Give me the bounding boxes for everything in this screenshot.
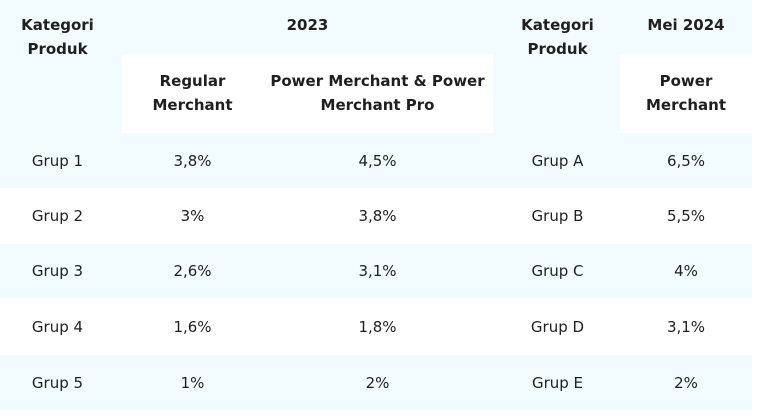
header-power-merchant-2023: Power Merchant & Power Merchant Pro — [270, 72, 485, 114]
header-2023: 2023 — [286, 16, 329, 34]
table-cell-pm2023: 1,8% — [358, 317, 397, 336]
table-cell-pm2024: 6,5% — [666, 151, 706, 170]
table-cell-regular: 3% — [180, 207, 205, 225]
table-cell-pm2023: 3,1% — [358, 262, 397, 280]
table-cell-pm2024: 2% — [674, 373, 698, 392]
table-cell-category-2024: Grup C — [531, 262, 584, 280]
row-band-3 — [0, 244, 752, 298]
table-cell-category-2024: Grup A — [531, 151, 584, 170]
row-band-1 — [0, 133, 752, 188]
table-cell-pm2024: 5,5% — [666, 207, 706, 225]
table-cell-pm2023: 3,8% — [358, 207, 397, 225]
table-cell-pm2024: 3,1% — [666, 317, 706, 336]
header-mei-2024: Mei 2024 — [647, 16, 725, 34]
subheader-bg-2024 — [620, 54, 752, 133]
subheader-bg-2023 — [122, 54, 493, 133]
header-regular-merchant: Regular Merchant — [152, 72, 233, 114]
table-cell-pm2024: 4% — [674, 262, 698, 280]
table-cell-category: Grup 2 — [31, 207, 84, 225]
table-cell-regular: 1% — [180, 373, 205, 392]
header-kategori-produk-2024: Kategori Produk — [521, 16, 594, 58]
table-cell-category: Grup 4 — [31, 317, 84, 336]
table-cell-category: Grup 3 — [31, 262, 84, 280]
row-band-5 — [0, 355, 752, 410]
table-cell-category: Grup 5 — [31, 373, 84, 392]
header-kategori-produk: Kategori Produk — [21, 16, 94, 58]
table-cell-regular: 2,6% — [173, 262, 212, 280]
header-power-merchant-2024: Power Merchant — [645, 72, 727, 114]
table-cell-category: Grup 1 — [31, 151, 84, 170]
table-cell-pm2023: 4,5% — [358, 151, 397, 170]
table-cell-category-2024: Grup B — [531, 207, 584, 225]
table-cell-regular: 1,6% — [173, 317, 212, 336]
table-cell-category-2024: Grup E — [531, 373, 584, 392]
table-cell-pm2023: 2% — [365, 373, 390, 392]
table-cell-regular: 3,8% — [173, 151, 212, 170]
table-cell-category-2024: Grup D — [530, 317, 585, 336]
